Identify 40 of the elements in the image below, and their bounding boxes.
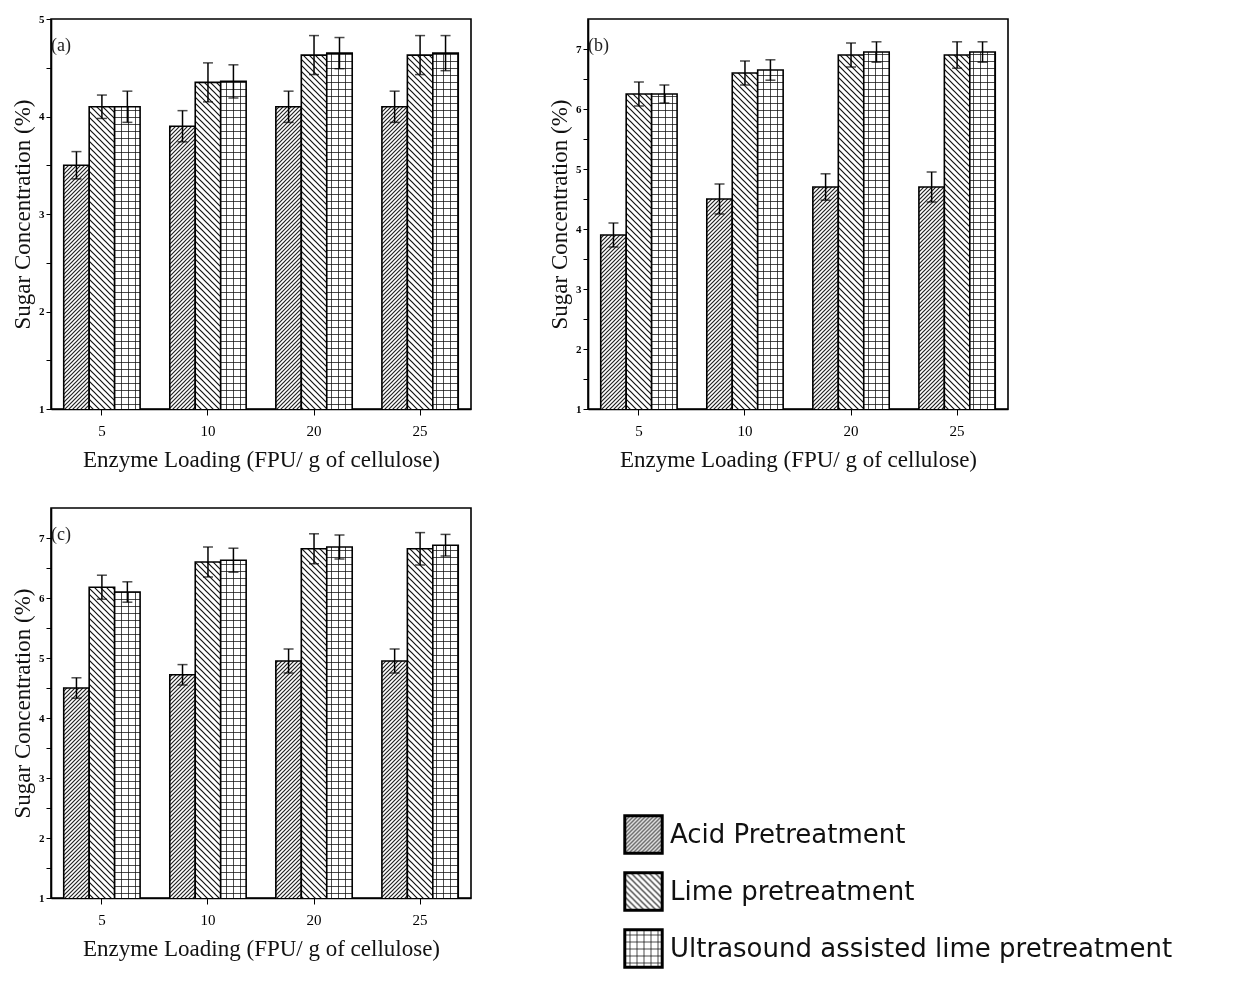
x-tick-label: 25 bbox=[949, 422, 965, 439]
y-tick-label: 4 bbox=[39, 711, 45, 724]
x-tick-label: 25 bbox=[412, 422, 428, 439]
y-tick-label: 5 bbox=[576, 162, 582, 175]
y-tick-label: 3 bbox=[39, 207, 45, 220]
legend-label: Acid Pretreatment bbox=[670, 818, 906, 849]
x-tick-label: 20 bbox=[843, 422, 859, 439]
y-tick-label: 7 bbox=[576, 42, 582, 55]
y-tick-label: 6 bbox=[39, 591, 45, 604]
y-tick-label: 2 bbox=[576, 342, 582, 355]
y-axis-title: Sugar Concentration (%) bbox=[10, 99, 35, 330]
y-tick-label: 6 bbox=[576, 102, 582, 115]
x-axis-title: Enzyme Loading (FPU/ g of cellulose) bbox=[82, 446, 441, 472]
y-tick-label: 3 bbox=[39, 771, 45, 784]
x-tick-label: 5 bbox=[635, 422, 643, 439]
y-tick-label: 4 bbox=[39, 110, 45, 122]
y-tick-label: 1 bbox=[39, 402, 45, 415]
x-axis-title: Enzyme Loading (FPU/ g of cellulose) bbox=[619, 446, 978, 472]
y-tick-label: 7 bbox=[39, 531, 45, 544]
x-tick-label: 10 bbox=[200, 422, 216, 439]
y-tick-label: 4 bbox=[576, 222, 582, 235]
x-tick-label: 20 bbox=[306, 911, 322, 928]
legend-label: Ultrasound assisted lime pretreatment bbox=[670, 932, 1173, 963]
y-tick-label: 5 bbox=[39, 12, 45, 25]
x-tick-label: 5 bbox=[98, 422, 106, 439]
x-tick-label: 10 bbox=[200, 911, 216, 928]
y-tick-label: 1 bbox=[39, 891, 45, 904]
x-tick-label: 25 bbox=[412, 911, 428, 928]
y-tick-label: 3 bbox=[576, 282, 582, 295]
y-tick-label: 1 bbox=[576, 402, 582, 415]
x-tick-label: 10 bbox=[737, 422, 753, 439]
x-tick-label: 5 bbox=[98, 911, 106, 928]
y-tick-label: 2 bbox=[39, 305, 45, 317]
x-axis-title: Enzyme Loading (FPU/ g of cellulose) bbox=[82, 935, 441, 961]
y-axis-title: Sugar Concentration (%) bbox=[547, 99, 572, 330]
y-tick-label: 5 bbox=[39, 651, 45, 664]
legend-label: Lime pretreatment bbox=[670, 875, 915, 906]
x-tick-label: 20 bbox=[306, 422, 322, 439]
y-tick-label: 2 bbox=[39, 831, 45, 844]
y-axis-title: Sugar Concentration (%) bbox=[10, 588, 35, 819]
